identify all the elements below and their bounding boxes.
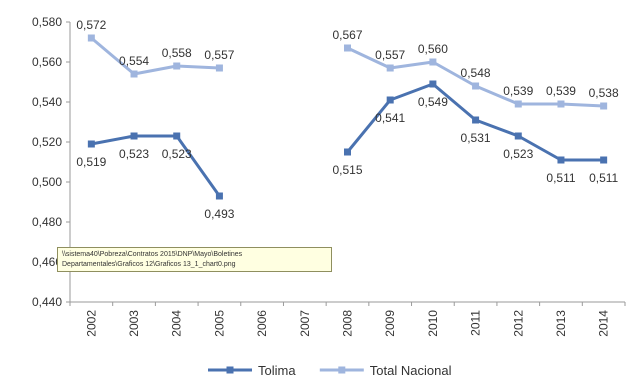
y-tick-label: 0,580	[32, 15, 62, 29]
total-nacional-data-label: 0,558	[162, 46, 192, 60]
x-tick-label: 2004	[170, 310, 184, 337]
y-tick-label: 0,500	[32, 175, 62, 189]
tolima-data-label: 0,541	[375, 111, 405, 125]
data-labels: 0,519 0,523 0,523 0,493 0,515 0,541 0,549 0,531…	[76, 18, 619, 221]
total-nacional-point	[429, 58, 437, 66]
tolima-line	[91, 134, 221, 197]
total-nacional-data-label: 0,554	[119, 54, 149, 68]
total-nacional-point	[344, 44, 351, 52]
tolima-point	[173, 132, 181, 140]
tolima-data-label: 0,493	[204, 207, 234, 221]
total-nacional-data-label: 0,557	[375, 48, 405, 62]
x-axis-ticks: 2002 2003 2004 2005 2006 2007 2008 2009 2010 2011…	[69, 302, 626, 337]
tolima-data-label: 0,549	[418, 95, 448, 109]
total-nacional-data-label: 0,557	[204, 48, 234, 62]
total-nacional-data-label: 0,539	[503, 84, 533, 98]
tolima-data-label: 0,511	[589, 171, 618, 185]
x-tick-label: 2011	[469, 310, 483, 336]
tooltip-line-2: Departamentales\Graficos 12\Graficos 13_…	[62, 261, 236, 268]
tolima-data-label: 0,523	[503, 147, 533, 161]
total-nacional-point	[130, 70, 138, 78]
tolima-point	[87, 140, 95, 148]
tolima-point	[514, 132, 522, 140]
tolima-point	[344, 148, 351, 156]
total-nacional-data-label: 0,567	[332, 28, 362, 42]
total-nacional-point	[386, 64, 394, 72]
legend: Tolima Total Nacional	[208, 363, 452, 378]
total-nacional-data-label: 0,560	[418, 42, 448, 56]
tolima-point	[472, 116, 480, 124]
tolima-point	[215, 192, 223, 200]
x-tick-label: 2007	[298, 310, 312, 337]
x-tick-label: 2003	[127, 310, 141, 337]
legend-label-total-nacional: Total Nacional	[370, 363, 452, 378]
total-nacional-point	[173, 62, 181, 70]
total-nacional-data-label: 0,572	[76, 18, 106, 32]
y-axis-ticks: 0,440 0,460 0,480 0,500 0,520 0,540 0,560 0,580	[32, 15, 70, 309]
total-nacional-point	[514, 100, 522, 108]
total-nacional-point	[557, 100, 565, 108]
y-tick-label: 0,440	[32, 295, 62, 309]
legend-marker-total-nacional	[338, 366, 346, 374]
x-tick-label: 2009	[383, 310, 397, 337]
total-nacional-data-label: 0,539	[546, 84, 576, 98]
x-tick-label: 2008	[341, 310, 355, 337]
y-tick-label: 0,540	[32, 95, 62, 109]
x-tick-label: 2010	[426, 310, 440, 337]
tolima-point	[600, 156, 608, 164]
total-nacional-data-label: 0,548	[461, 66, 491, 80]
total-nacional-point	[87, 34, 95, 42]
total-nacional-point	[215, 64, 223, 72]
x-tick-label: 2006	[255, 310, 269, 337]
tolima-point	[557, 156, 565, 164]
legend-marker-tolima	[226, 366, 234, 374]
tolima-point	[130, 132, 138, 140]
tolima-data-label: 0,531	[461, 131, 491, 145]
x-tick-label: 2012	[511, 310, 525, 337]
y-tick-label: 0,480	[32, 215, 62, 229]
tooltip-line-1: \\sistema40\Pobreza\Contratos 2015\DNP\M…	[62, 251, 243, 258]
tolima-data-label: 0,515	[332, 163, 362, 177]
legend-label-tolima: Tolima	[258, 363, 296, 378]
total-nacional-point	[600, 102, 608, 110]
tolima-data-label: 0,523	[119, 147, 149, 161]
total-nacional-point	[472, 82, 480, 90]
series	[87, 34, 608, 200]
tolima-data-label: 0,511	[546, 171, 575, 185]
total-nacional-line	[90, 36, 220, 76]
y-tick-label: 0,460	[32, 255, 62, 269]
y-tick-label: 0,560	[32, 55, 62, 69]
total-nacional-data-label: 0,538	[589, 86, 619, 100]
x-tick-label: 2014	[597, 310, 611, 337]
y-tick-label: 0,520	[32, 135, 62, 149]
x-tick-label: 2005	[212, 310, 226, 337]
tolima-data-label: 0,523	[162, 147, 192, 161]
file-path-tooltip: \\sistema40\Pobreza\Contratos 2015\DNP\M…	[57, 247, 332, 272]
x-tick-label: 2002	[84, 310, 98, 337]
x-tick-label: 2013	[554, 310, 568, 337]
tolima-point	[429, 80, 437, 88]
tolima-point	[386, 96, 394, 104]
tolima-data-label: 0,519	[76, 155, 106, 169]
